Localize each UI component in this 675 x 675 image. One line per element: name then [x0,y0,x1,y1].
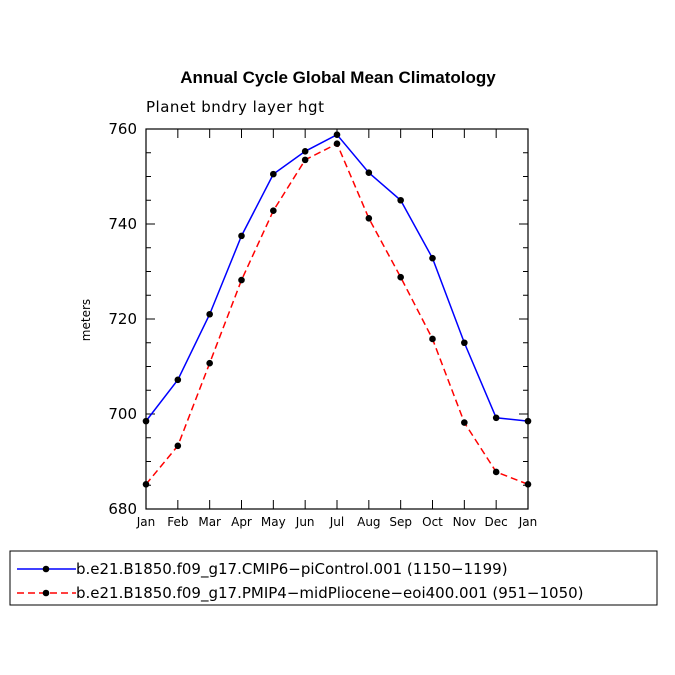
x-tick-label: Aug [357,515,380,529]
x-tick-label: Dec [485,515,508,529]
data-point [429,335,436,343]
y-tick-label: 760 [108,120,137,138]
data-point [397,196,404,204]
y-axis-label: meters [79,299,93,341]
y-tick-label: 720 [108,310,137,328]
x-tick-label: Mar [198,515,221,529]
data-point [238,276,245,284]
x-tick-label: May [261,515,286,529]
x-tick-label: Nov [453,515,476,529]
data-point [238,232,245,240]
legend-label: b.e21.B1850.f09_g17.CMIP6−piControl.001 … [76,560,508,579]
legend-label: b.e21.B1850.f09_g17.PMIP4−midPliocene−eo… [76,584,584,603]
data-point [174,376,182,384]
data-point [333,140,341,148]
legend-box [9,550,658,606]
y-tick-label: 700 [108,405,137,423]
data-point [301,148,309,155]
data-point [365,169,373,176]
x-tick-label: Oct [422,515,443,529]
y-tick-label: 740 [108,215,137,233]
x-tick-label: Jul [329,515,344,529]
x-tick-label: Apr [231,515,252,529]
x-tick-label: Jan [518,515,538,529]
y-tick-label: 680 [108,500,137,518]
data-point [397,273,404,281]
x-tick-label: Jun [295,515,315,529]
x-tick-label: Feb [167,515,188,529]
x-tick-label: Sep [389,515,412,529]
legend: b.e21.B1850.f09_g17.CMIP6−piControl.001 … [17,560,584,603]
plot-area: Jan Feb Mar Apr May Jun Jul Aug Sep Oct Nov Dec Jan6… [108,120,537,529]
legend-marker [42,589,50,597]
data-point [461,419,468,426]
legend-marker [42,565,50,573]
data-point [206,359,213,367]
data-point [365,215,373,222]
data-point [429,254,436,262]
chart-title: Annual Cycle Global Mean Climatology [180,68,496,87]
data-point [270,207,277,214]
plot-frame [145,128,529,510]
data-point [270,170,277,178]
data-point [206,310,213,318]
data-point [524,417,532,425]
data-point [492,414,500,422]
data-point [142,481,150,488]
data-point [333,131,341,138]
series-line-2 [145,142,529,485]
data-point [301,156,309,164]
data-point [524,481,532,488]
data-point [461,339,468,347]
data-point [492,468,500,476]
chart-subtitle: Planet bndry layer hgt [146,98,324,116]
data-point [174,442,182,450]
data-point [142,417,150,425]
x-tick-label: Jan [136,515,156,529]
